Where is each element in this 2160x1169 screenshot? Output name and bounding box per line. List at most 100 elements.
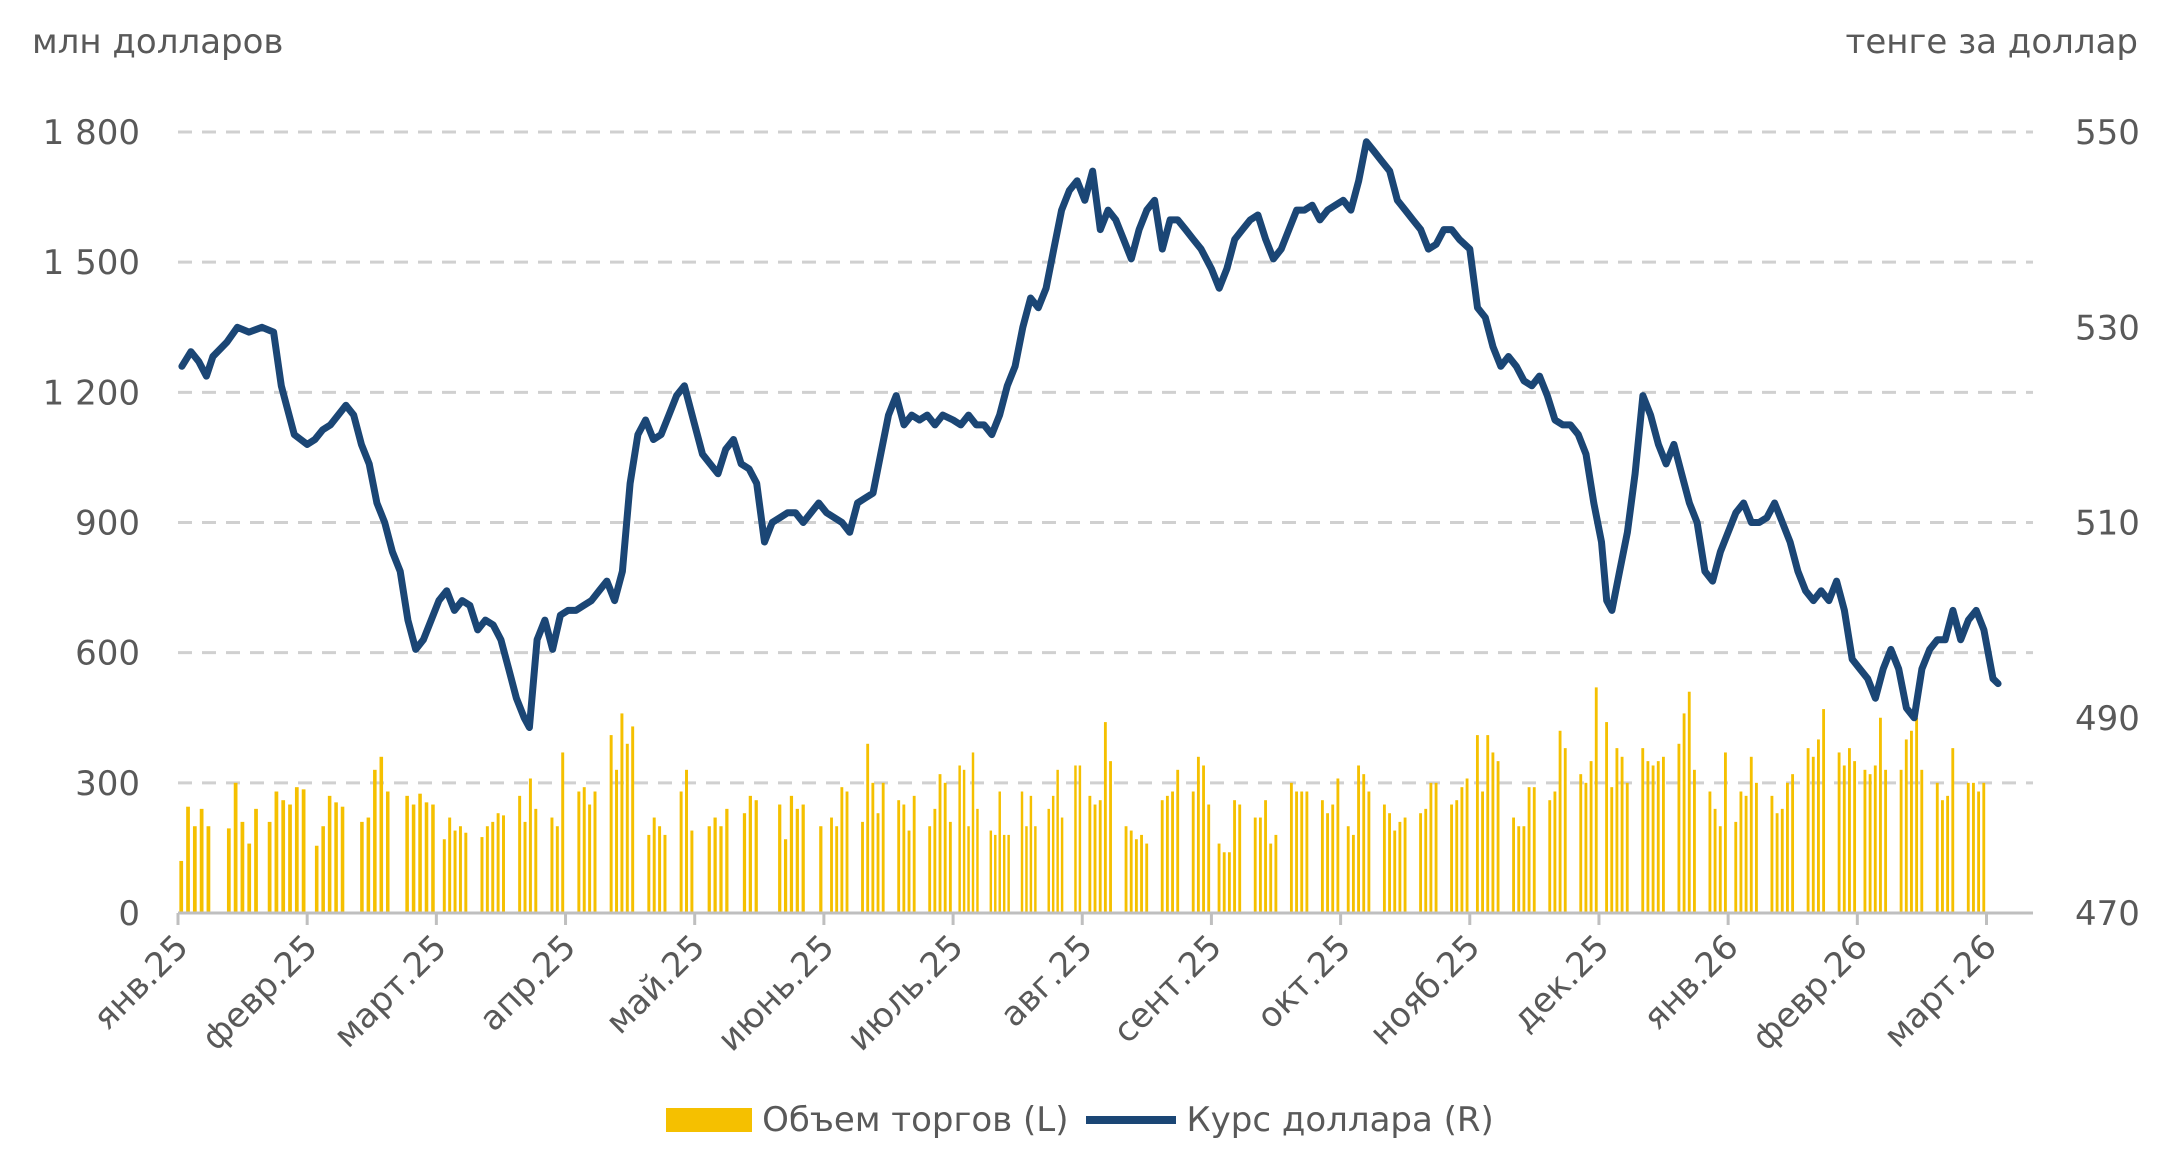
volume-bar — [1522, 826, 1526, 913]
volume-bar — [1047, 808, 1050, 913]
volume-bar — [1837, 752, 1841, 913]
volume-bar — [609, 735, 613, 913]
volume-bar — [866, 743, 870, 913]
legend-label-volume: Объем торгов (L) — [762, 1100, 1069, 1140]
volume-bar — [1020, 791, 1024, 913]
left-tick-label: 600 — [75, 634, 140, 674]
volume-bar — [1346, 826, 1350, 913]
volume-bar — [1553, 791, 1557, 913]
volume-bar — [385, 791, 390, 913]
volume-bar — [615, 769, 619, 913]
volume-bar — [1207, 804, 1211, 913]
volume-bar — [1217, 843, 1221, 913]
volume-bar — [1755, 782, 1758, 913]
volume-bar — [1289, 782, 1293, 913]
left-tick-label: 1 200 — [43, 373, 140, 413]
volume-bar — [561, 752, 565, 913]
volume-bar — [1641, 748, 1645, 913]
volume-bar — [1264, 800, 1267, 913]
left-tick-label: 1 800 — [43, 113, 140, 153]
volume-bar — [418, 793, 422, 913]
volume-bar — [206, 826, 211, 913]
left-tick-label: 0 — [118, 894, 140, 934]
volume-bar — [789, 795, 794, 913]
volume-bar — [1966, 782, 1970, 913]
volume-bar — [288, 804, 292, 913]
volume-bar — [442, 839, 446, 913]
volume-bar — [971, 752, 975, 913]
volume-bar — [1904, 739, 1908, 913]
volume-bar — [713, 817, 717, 913]
volume-bar — [845, 791, 849, 913]
volume-bar — [321, 826, 325, 913]
x-tick-label: авг.25 — [993, 927, 1101, 1035]
left-axis-unit-label: млн долларов — [32, 22, 284, 62]
volume-bar — [1269, 843, 1273, 913]
volume-bar — [1496, 761, 1500, 913]
volume-bar — [1563, 748, 1567, 913]
legend: Объем торгов (L) Курс доллара (R) — [0, 1100, 2160, 1140]
volume-bar — [871, 782, 875, 913]
volume-bar — [1739, 791, 1743, 913]
volume-bar — [1548, 800, 1552, 913]
volume-bar — [933, 808, 937, 913]
volume-bar — [1884, 769, 1888, 913]
volume-bar — [267, 821, 272, 913]
volume-bar — [1434, 782, 1438, 913]
volume-bar — [523, 821, 527, 913]
x-tick-label: март.25 — [326, 927, 455, 1056]
volume-bar — [1744, 795, 1748, 913]
volume-bar — [928, 826, 932, 913]
volume-bar — [233, 782, 238, 913]
volume-bar — [518, 795, 522, 913]
volume-bar — [690, 830, 694, 913]
volume-bar — [1393, 830, 1397, 913]
volume-bar — [1786, 782, 1789, 913]
volume-bar — [226, 828, 231, 913]
volume-bar — [742, 813, 747, 913]
left-tick-label: 1 500 — [43, 243, 140, 283]
volume-bar — [1481, 791, 1484, 913]
volume-bar — [1103, 722, 1107, 913]
volume-bar — [1074, 765, 1077, 913]
volume-bar — [897, 800, 901, 913]
volume-bar — [1140, 834, 1143, 913]
volume-bar — [1002, 834, 1006, 913]
volume-bar — [1326, 813, 1329, 913]
volume-bar — [373, 769, 377, 913]
volume-bar — [1202, 765, 1205, 913]
volume-bar — [912, 795, 916, 913]
volume-bar — [1191, 791, 1195, 913]
volume-bar — [1300, 791, 1304, 913]
volume-bar — [1584, 782, 1588, 913]
volume-bar — [1646, 761, 1650, 913]
volume-bar — [186, 806, 190, 913]
volume-bar — [1610, 787, 1614, 913]
volume-bar — [1056, 769, 1059, 913]
volume-bar — [1868, 774, 1872, 913]
x-tick-label: окт.25 — [1249, 927, 1359, 1037]
volume-bar — [1625, 782, 1629, 913]
volume-bar — [1517, 826, 1521, 913]
volume-bar — [1512, 817, 1515, 913]
volume-bar — [1558, 730, 1562, 913]
volume-bar — [652, 817, 656, 913]
volume-bar — [458, 826, 462, 913]
volume-bar — [1775, 813, 1779, 913]
volume-bar — [1029, 795, 1033, 913]
volume-bar — [577, 791, 581, 913]
right-tick-label: 490 — [2075, 699, 2140, 739]
volume-bar — [327, 795, 332, 913]
volume-bar — [1109, 761, 1112, 913]
x-tick-label: дек.25 — [1505, 927, 1617, 1039]
volume-bar — [658, 826, 662, 913]
volume-bar — [1734, 821, 1738, 913]
volume-bar — [448, 817, 452, 913]
x-tick-label: июль.25 — [840, 927, 972, 1059]
volume-bar — [1295, 791, 1298, 913]
volume-bar — [1331, 804, 1335, 913]
right-axis-ticks: 470 490 510 530 550 — [2075, 113, 2140, 934]
right-tick-label: 550 — [2075, 113, 2140, 153]
volume-bar — [1060, 817, 1064, 913]
